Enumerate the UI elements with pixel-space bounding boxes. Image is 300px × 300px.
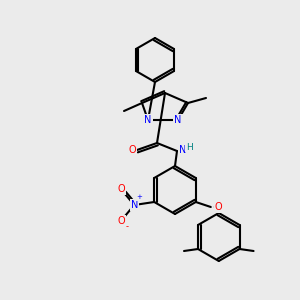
Text: O: O (215, 202, 222, 212)
Text: N: N (174, 115, 182, 125)
Text: O: O (117, 216, 125, 226)
Text: H: H (186, 142, 193, 152)
Text: N: N (179, 145, 186, 155)
Text: N: N (130, 200, 138, 210)
Text: N: N (144, 115, 152, 125)
Text: O: O (128, 145, 136, 155)
Text: -: - (126, 223, 129, 232)
Text: +: + (136, 194, 142, 200)
Text: O: O (117, 184, 125, 194)
